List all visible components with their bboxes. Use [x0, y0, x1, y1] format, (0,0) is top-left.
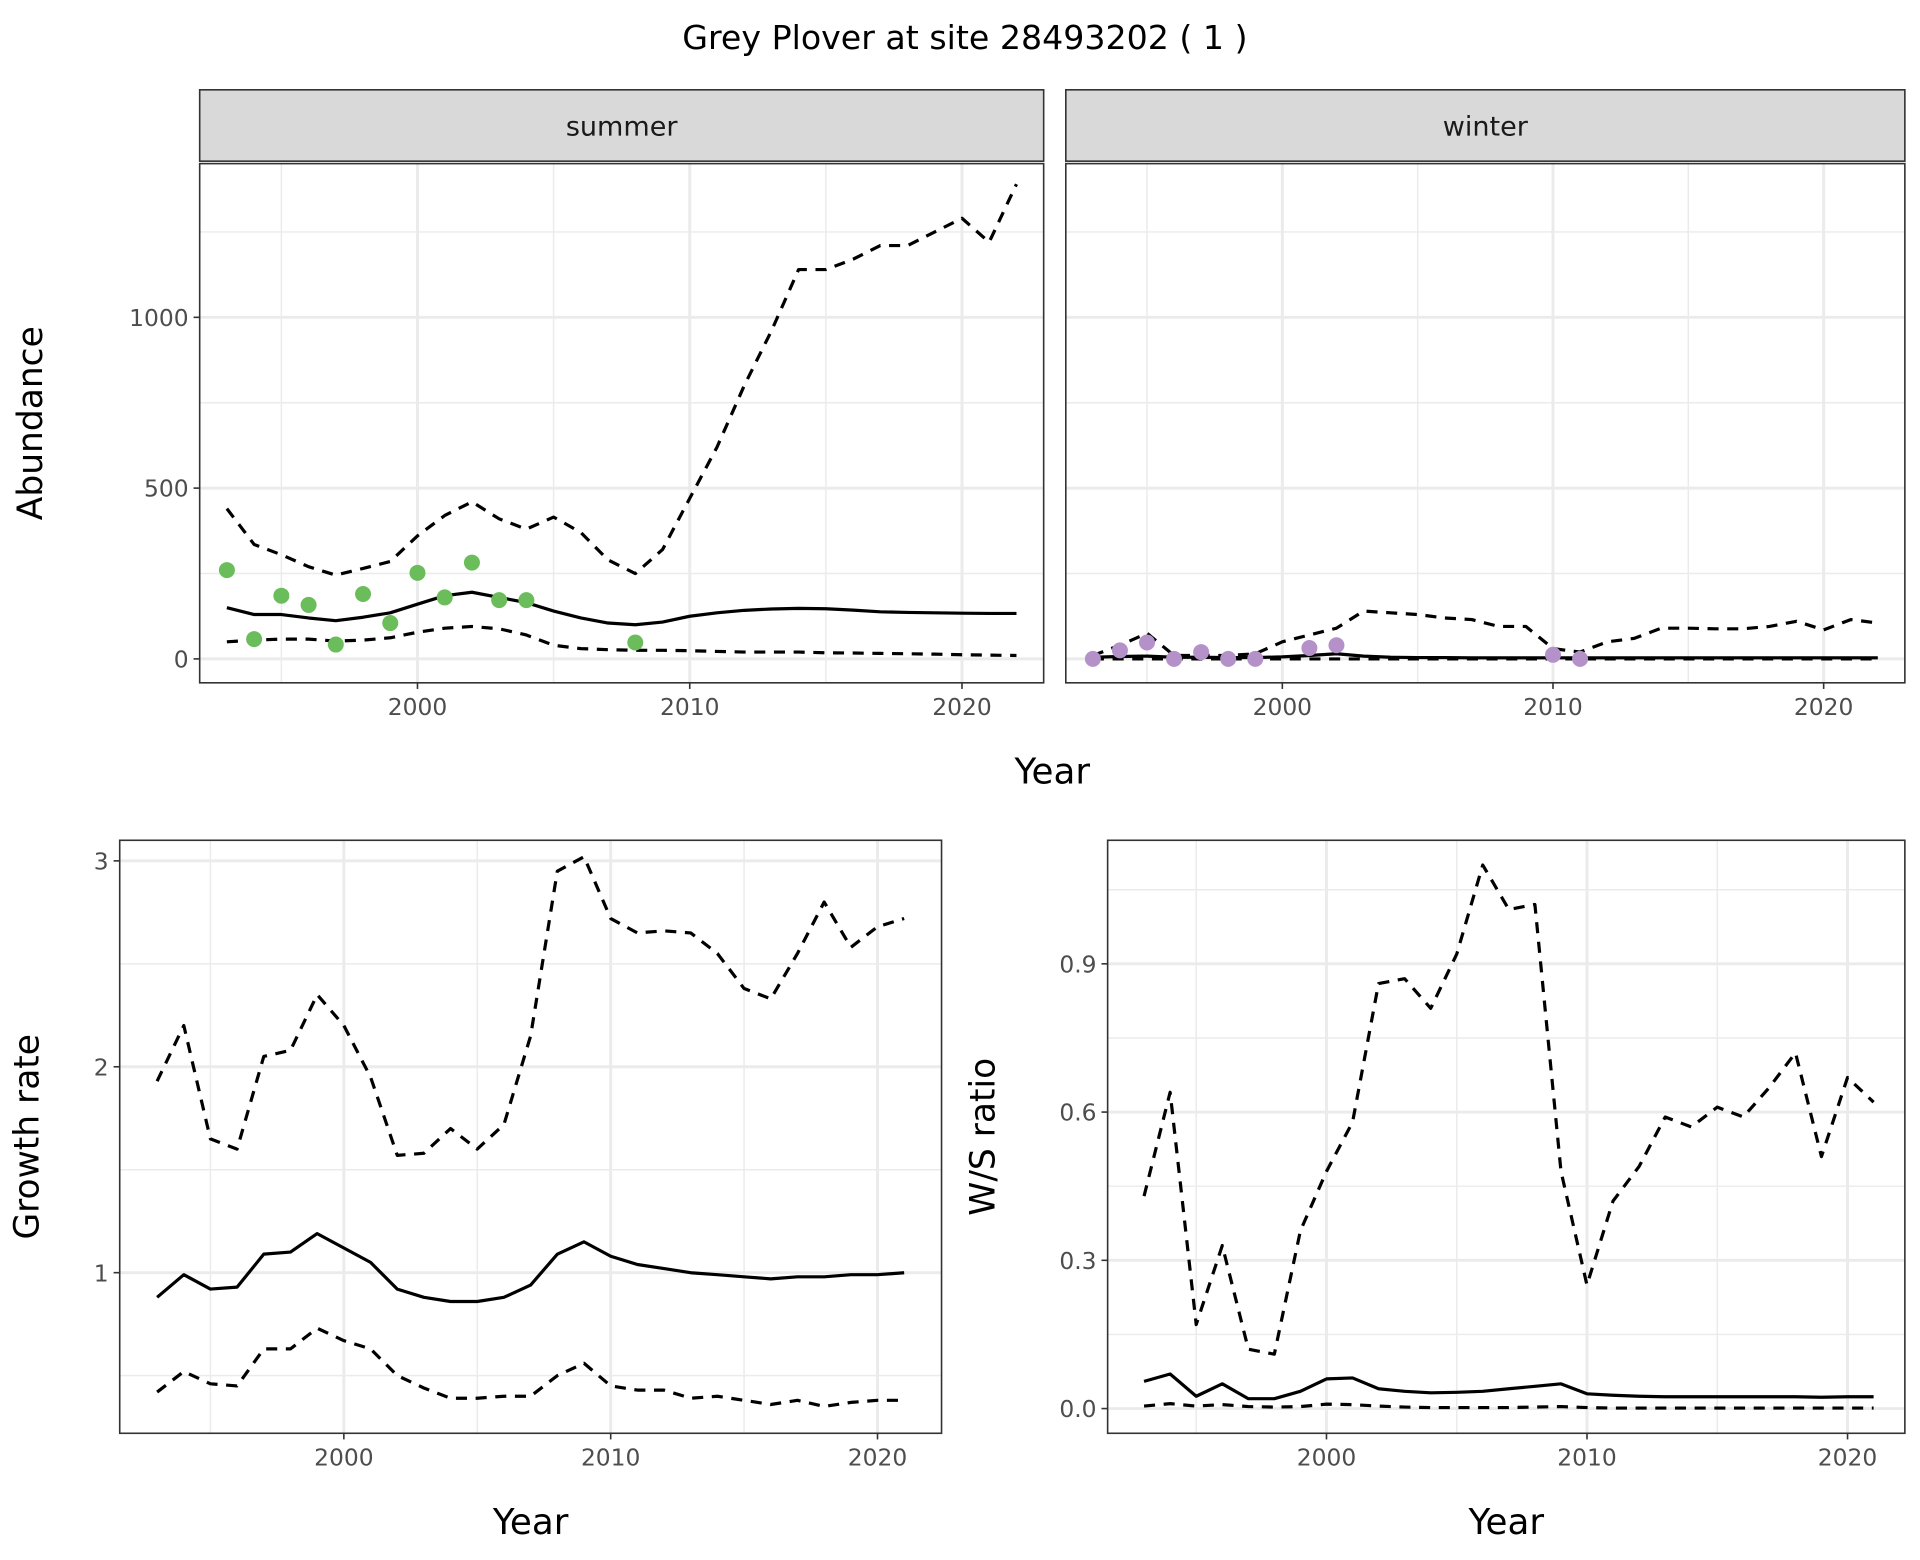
y-axis-title: W/S ratio — [963, 1058, 1003, 1216]
x-tick-label: 2000 — [314, 1443, 373, 1471]
observation-point — [1247, 650, 1264, 667]
lower-bound-line — [156, 1326, 905, 1409]
x-tick-label: 2000 — [1297, 1443, 1356, 1471]
observation-point — [463, 554, 480, 571]
observation-point — [1545, 646, 1561, 663]
y-axis-title: Growth rate — [8, 1034, 48, 1240]
mean-line — [226, 590, 1017, 627]
y-tick-label: 1 — [94, 1259, 109, 1287]
panel-border — [198, 162, 1045, 684]
observation-point — [491, 592, 508, 609]
y-tick-label: 0.6 — [1059, 1099, 1096, 1127]
observation-point — [355, 586, 372, 602]
plot-background — [119, 840, 942, 1434]
plot-background — [199, 163, 1044, 683]
panel-winter: winter 2000 2010 2020 — [1065, 89, 1906, 721]
plot-background — [1065, 163, 1905, 683]
mean-line — [1143, 1372, 1874, 1401]
x-tick-label: 2020 — [1794, 693, 1853, 721]
upper-bound-line — [1142, 863, 1875, 1356]
lower-bound-line — [226, 624, 1017, 658]
x-axis-title: Year — [492, 1502, 569, 1543]
observation-point — [1193, 644, 1210, 661]
observation-point — [300, 596, 317, 613]
upper-bound-line — [155, 855, 905, 1157]
observation-point — [436, 589, 453, 606]
observation-point — [1084, 650, 1101, 667]
observation-point — [1301, 639, 1318, 656]
x-tick-label: 2010 — [1523, 693, 1582, 721]
y-tick-label: 2 — [94, 1053, 109, 1081]
y-tick-label: 0.3 — [1059, 1247, 1096, 1275]
facet-strip — [198, 89, 1045, 162]
y-tick-label: 0.0 — [1059, 1395, 1096, 1423]
facet-strip — [1065, 89, 1906, 162]
x-tick-label: 2010 — [660, 693, 719, 721]
observation-point — [1220, 650, 1237, 667]
x-tick-label: 2020 — [932, 693, 991, 721]
x-axis-title: Year — [1014, 752, 1091, 793]
facet-label: summer — [566, 111, 679, 142]
observation-point — [1572, 650, 1589, 667]
observation-point — [1111, 642, 1128, 659]
panel-panel2: 2000 2010 2020 1 2 3 Growth rate Year — [8, 839, 943, 1543]
chart-title: Grey Plover at site 28493202 ( 1 ) — [682, 18, 1247, 57]
y-tick-label: 500 — [144, 475, 189, 503]
y-tick-label: 0 — [174, 646, 189, 674]
facet-label: winter — [1443, 111, 1529, 142]
observation-point — [1139, 634, 1155, 651]
lower-bound-line — [1143, 1402, 1874, 1410]
panel-panel3: 2000 2010 2020 0.0 0.3 0.6 0.9 W/S ratio Year — [963, 839, 1906, 1543]
observation-point — [273, 587, 290, 604]
x-axis-title: Year — [1467, 1502, 1544, 1543]
observation-point — [246, 631, 263, 648]
panel-border — [1065, 162, 1906, 684]
y-axis-title: Abundance — [11, 326, 51, 520]
panel-border — [1106, 839, 1906, 1435]
y-tick-label: 3 — [94, 847, 109, 875]
observation-point — [1328, 637, 1345, 654]
x-tick-label: 2010 — [1557, 1443, 1616, 1471]
observation-point — [409, 564, 426, 581]
observation-point — [627, 634, 644, 651]
x-tick-label: 2000 — [1253, 693, 1312, 721]
x-tick-label: 2020 — [848, 1443, 907, 1471]
panel-border — [118, 839, 943, 1435]
observation-point — [518, 592, 535, 609]
y-tick-label: 1000 — [129, 304, 188, 332]
observation-point — [327, 636, 344, 653]
y-tick-label: 0.9 — [1059, 950, 1096, 978]
mean-line — [156, 1232, 905, 1304]
x-tick-label: 2020 — [1818, 1443, 1877, 1471]
observation-point — [382, 615, 399, 632]
plot-background — [1107, 840, 1905, 1434]
panel-summer: summer 2000 2010 2020 0 500 1000 Abundance Year — [11, 89, 1091, 793]
observation-point — [1166, 650, 1183, 667]
observation-point — [218, 562, 235, 579]
x-tick-label: 2010 — [581, 1443, 640, 1471]
x-tick-label: 2000 — [388, 693, 447, 721]
